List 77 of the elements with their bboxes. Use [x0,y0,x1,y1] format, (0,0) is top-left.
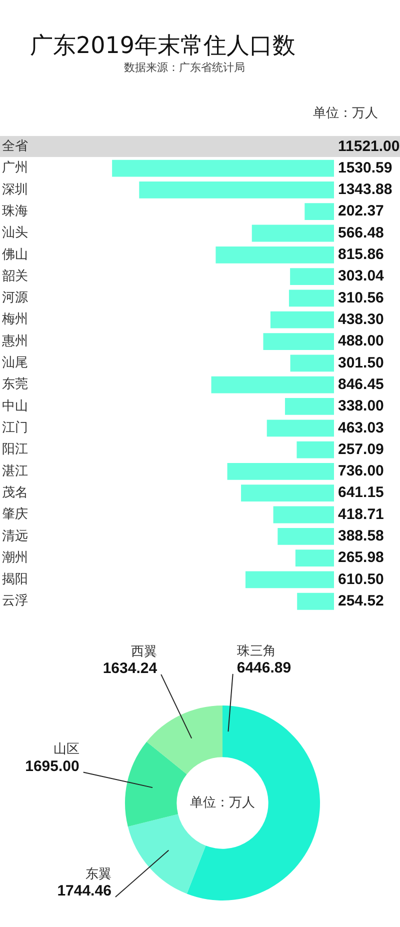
y-tick-label: 全省 [2,139,28,154]
bar [252,224,334,242]
y-tick-label: 韶关 [2,268,28,284]
data-label: 1634.24 [102,660,158,678]
data-label: 301.50 [338,354,384,372]
y-tick-label: 广州 [2,160,28,176]
data-label: 388.58 [338,528,384,545]
source-note: 数据来源：广东省统计局 [124,60,245,75]
bar [304,203,334,220]
y-tick-label: 揭阳 [2,572,28,588]
y-tick-label: 茂名 [2,485,28,500]
bar [139,181,334,198]
y-tick-label: 清远 [2,528,28,544]
y-tick-label: 汕头 [2,226,28,241]
bar [296,441,334,458]
data-label: 202.37 [338,202,384,220]
data-label: 736.00 [338,462,384,480]
y-tick-label: 潮州 [2,550,28,566]
y-tick-label: 河源 [2,290,28,306]
data-label: 257.09 [338,440,384,458]
y-tick-label: 东莞 [2,377,28,392]
y-tick-label: 珠海 [2,204,28,219]
bar [270,311,334,328]
bar [278,528,334,545]
y-tick-label: 中山 [2,398,28,414]
slice-label: 珠三角 [236,644,276,659]
data-label: 846.45 [338,376,384,393]
y-tick-label: 云浮 [2,594,28,609]
data-label: 310.56 [338,289,384,306]
data-label: 338.00 [338,398,384,415]
data-label: 1343.88 [338,181,392,198]
bar [241,484,334,502]
data-label: 254.52 [338,592,384,610]
bar [290,268,334,285]
y-tick-label: 梅州 [1,312,28,328]
data-label: 438.30 [338,311,384,328]
bar [297,592,334,610]
slice-label: 东翼 [85,866,112,882]
y-tick-label: 肇庆 [2,507,28,522]
data-label: 641.15 [338,484,384,502]
data-label: 1744.46 [57,882,112,900]
bar [284,398,334,415]
bar [245,571,334,588]
data-label: 463.03 [338,419,384,436]
slice-label: 山区 [53,742,80,758]
data-label: 815.86 [338,246,384,264]
y-tick-label: 惠州 [1,334,28,349]
bar [227,463,334,480]
data-label: 265.98 [338,549,384,566]
data-label: 1695.00 [25,758,80,775]
bar [295,550,334,567]
y-tick-label: 深圳 [2,182,28,198]
data-label: 6446.89 [236,660,292,677]
y-tick-label: 佛山 [2,247,28,262]
y-tick-label: 阳江 [2,442,28,458]
bar [266,420,334,437]
text: 11521.00 [338,138,400,155]
slice-label: 西翼 [131,644,158,660]
y-tick-label: 汕尾 [2,356,28,371]
data-label: 418.71 [338,506,384,523]
bar [263,333,334,350]
bar [216,246,334,264]
bar [211,376,334,394]
y-tick-label: 湛江 [2,464,28,479]
chart-title: 广东2019年末常住人口数 [30,32,296,61]
data-label: 303.04 [338,268,385,285]
data-label: 566.48 [338,224,384,242]
bar [288,290,334,307]
bar [290,354,334,372]
y-tick-label: 江门 [2,420,28,436]
text: 单位：万人 [313,105,378,122]
bar [273,506,334,524]
data-label: 1530.59 [338,159,392,176]
data-label: 610.50 [338,570,384,588]
data-label: 488.00 [338,332,384,350]
bar [112,160,334,177]
text: 单位：万人 [190,795,255,810]
